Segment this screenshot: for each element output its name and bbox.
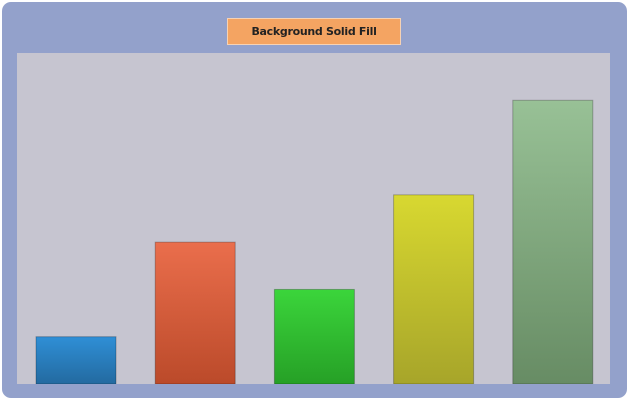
- bar-2: [154, 241, 236, 384]
- bar-1: [35, 336, 117, 384]
- bar-3: [273, 288, 355, 384]
- plot-area: [17, 53, 610, 384]
- bar-chart: [35, 99, 594, 384]
- bar-4: [393, 194, 475, 384]
- bar-5: [512, 99, 594, 384]
- chart-title: Background Solid Fill Sample: [227, 18, 401, 64]
